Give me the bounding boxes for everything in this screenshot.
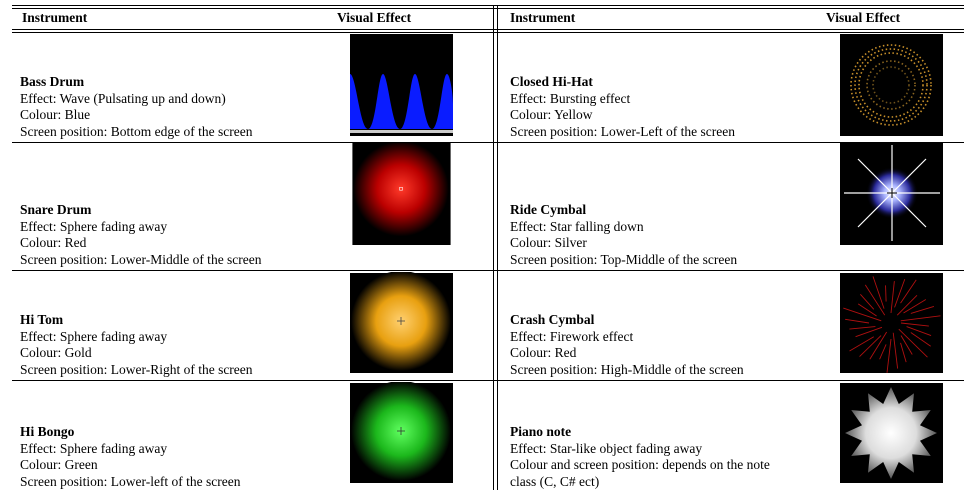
description-line: Screen position: Lower-Middle of the scr… — [20, 251, 262, 267]
description-line: Colour: Gold — [20, 345, 92, 360]
header: Visual Effect — [337, 10, 412, 25]
description-line: Effect: Wave (Pulsating up and down) — [20, 90, 226, 106]
description-line: Effect: Star-like object fading away — [510, 440, 703, 456]
snare-drum-effect — [352, 143, 451, 245]
bass-drum-effect — [350, 34, 453, 136]
description-line: Screen position: High-Middle of the scre… — [510, 361, 744, 377]
description-line: Screen position: Top-Middle of the scree… — [510, 251, 738, 267]
crash-cymbal-effect — [840, 273, 943, 373]
rule — [12, 32, 964, 33]
description-line: Colour: Red — [20, 235, 87, 250]
description-line: class (C, C# ect) — [510, 473, 600, 489]
instrument-name: Closed Hi-Hat — [510, 74, 593, 89]
description-line: Effect: Sphere fading away — [20, 328, 168, 344]
description-line: Screen position: Lower-Right of the scre… — [20, 361, 253, 377]
hi-tom-effect — [350, 272, 453, 373]
description-line: Colour: Red — [510, 345, 577, 360]
instrument-name: Snare Drum — [20, 202, 92, 217]
rule — [493, 5, 494, 490]
cell-text: Crash Cymbal Effect: Firework effect Colou… — [510, 312, 840, 378]
closed-hihat-effect — [840, 34, 943, 136]
piano-note-effect — [840, 383, 943, 483]
instrument-name: Hi Bongo — [20, 424, 75, 439]
header: Instrument — [510, 10, 576, 25]
cell-text: Piano note Effect: Star-like object fadin… — [510, 424, 840, 490]
description-line: Effect: Bursting effect — [510, 90, 631, 106]
instrument-name: Ride Cymbal — [510, 202, 587, 217]
description-line: Effect: Firework effect — [510, 328, 634, 344]
description-line: Colour and screen position: depends on t… — [510, 457, 770, 472]
description-line: Screen position: Lower-left of the scree… — [20, 473, 241, 489]
instrument-name: Bass Drum — [20, 74, 85, 89]
ride-cymbal-effect — [840, 143, 943, 245]
rule — [12, 29, 964, 30]
rule — [12, 5, 964, 6]
rule — [12, 8, 964, 9]
cell-text: Ride Cymbal Effect: Star falling down Colo… — [510, 202, 840, 268]
rule — [12, 270, 964, 271]
description-line: Colour: Yellow — [510, 107, 593, 122]
description-line: Colour: Blue — [20, 107, 91, 122]
description-line: Colour: Silver — [510, 235, 587, 250]
cell-text: Hi Tom Effect: Sphere fading away Colour: … — [20, 312, 350, 378]
instrument-name: Hi Tom — [20, 312, 64, 327]
description-line: Effect: Sphere fading away — [20, 440, 168, 456]
header: Instrument — [22, 10, 88, 25]
description-line: Screen position: Lower-Left of the scree… — [510, 123, 736, 139]
description-line: Screen position: Bottom edge of the scre… — [20, 123, 253, 139]
hi-bongo-effect — [350, 382, 453, 483]
description-line: Effect: Star falling down — [510, 218, 644, 234]
cell-text: Snare Drum Effect: Sphere fading away Colo… — [20, 202, 350, 268]
rule — [12, 142, 964, 143]
instrument-name: Crash Cymbal — [510, 312, 595, 327]
rule — [12, 380, 964, 381]
cell-text: Closed Hi-Hat Effect: Bursting effect Colo… — [510, 74, 840, 140]
rule — [497, 5, 498, 490]
description-line: Effect: Sphere fading away — [20, 218, 168, 234]
cell-text: Bass Drum Effect: Wave (Pulsating up and … — [20, 74, 350, 140]
header: Visual Effect — [826, 10, 901, 25]
description-line: Colour: Green — [20, 457, 98, 472]
cell-text: Hi Bongo Effect: Sphere fading away Colour… — [20, 424, 350, 490]
instrument-name: Piano note — [510, 424, 572, 439]
